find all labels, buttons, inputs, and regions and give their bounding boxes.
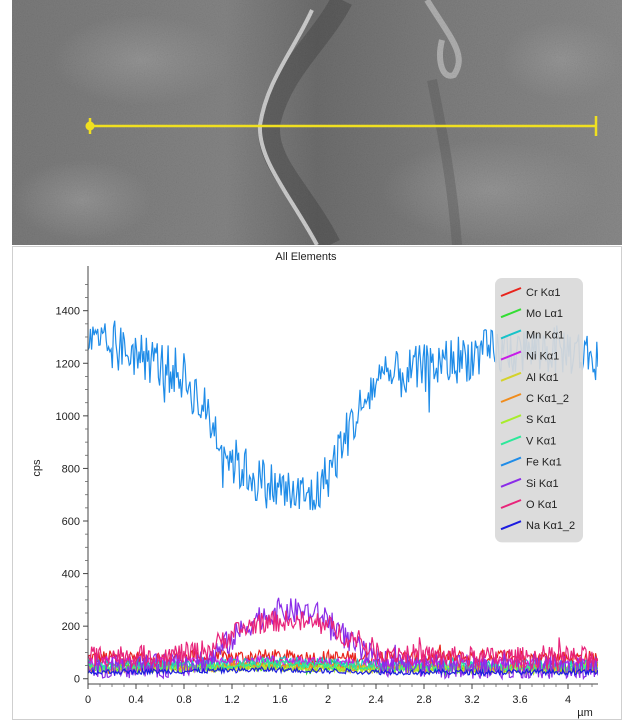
legend-swatch-mn-k-1	[500, 329, 522, 340]
series-line-si-k-1	[88, 597, 598, 681]
chart-title: All Elements	[275, 251, 337, 263]
x-tick-label: 1.6	[272, 694, 287, 706]
x-tick-label: 1.2	[224, 694, 239, 706]
sem-micrograph	[12, 0, 622, 245]
legend: Cr Kα1 Mo Lα1 Mn Kα1 Ni Kα1 Al Kα1 C Kα1_2 S K…	[495, 278, 583, 543]
y-tick-label: 1000	[56, 411, 80, 423]
series-line-o-k-1	[88, 610, 598, 671]
x-tick-label: 2.8	[416, 694, 431, 706]
x-tick-label: 0	[85, 694, 91, 706]
line-scan-chart: All Elements cps µm 0 200 400 600 800 1000 120…	[31, 251, 598, 719]
y-axis-label: cps	[31, 459, 43, 477]
legend-label-v-k-1: V Kα1	[526, 435, 556, 447]
legend-swatch-fe-k-1	[500, 456, 522, 467]
y-tick-label: 800	[62, 463, 80, 475]
legend-swatch-s-k-1	[500, 414, 522, 425]
legend-swatch-na-k-1-2	[500, 520, 522, 531]
legend-swatch-c-k-1-2	[500, 393, 522, 403]
x-tick-label: 0.8	[176, 694, 191, 706]
legend-swatch-mo-l-1	[500, 308, 522, 319]
legend-label-mo-l-1: Mo Lα1	[526, 308, 563, 320]
y-tick-label: 400	[62, 569, 80, 581]
axes: 0 200 400 600 800 1000 1200 1400 0 0.4 0.8 1.2 1.6 2 2…	[56, 266, 598, 706]
y-tick-label: 0	[74, 674, 80, 686]
legend-swatch-o-k-1	[500, 499, 522, 509]
series-line-na-k-1-2	[88, 665, 598, 677]
legend-swatch-cr-k-1	[500, 287, 522, 297]
line-scan-marker	[85, 116, 598, 136]
legend-label-mn-k-1: Mn Kα1	[526, 329, 564, 341]
y-tick-label: 200	[62, 621, 80, 633]
sem-surface	[12, 0, 622, 245]
plot-area	[88, 320, 598, 681]
x-tick-label: 3.2	[464, 694, 479, 706]
legend-label-al-k-1: Al Kα1	[526, 372, 559, 384]
legend-label-fe-k-1: Fe Kα1	[526, 457, 562, 469]
legend-label-s-k-1: S Kα1	[526, 414, 556, 426]
legend-box	[495, 278, 583, 543]
x-tick-label: 2.4	[368, 694, 383, 706]
x-tick-label: 0.4	[128, 694, 143, 706]
legend-swatch-si-k-1	[500, 477, 522, 488]
legend-label-c-k-1-2: C Kα1_2	[526, 393, 569, 405]
y-tick-label: 1400	[56, 306, 80, 318]
x-axis-label: µm	[577, 707, 593, 719]
x-tick-label: 3.6	[512, 694, 527, 706]
x-tick-label: 4	[565, 694, 571, 706]
legend-label-o-k-1: O Kα1	[526, 499, 557, 511]
legend-label-ni-k-1: Ni Kα1	[526, 351, 559, 363]
legend-label-si-k-1: Si Kα1	[526, 478, 559, 490]
legend-label-na-k-1-2: Na Kα1_2	[526, 520, 575, 532]
legend-swatch-ni-k-1	[500, 350, 522, 361]
legend-swatch-v-k-1	[500, 435, 522, 446]
y-tick-label: 1200	[56, 358, 80, 370]
y-tick-label: 600	[62, 516, 80, 528]
legend-label-cr-k-1: Cr Kα1	[526, 287, 560, 299]
x-tick-label: 2	[325, 694, 331, 706]
legend-swatch-al-k-1	[500, 371, 522, 382]
